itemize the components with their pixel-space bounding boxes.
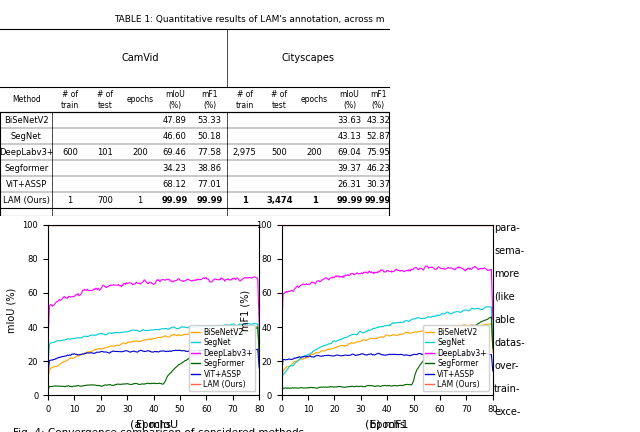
Legend: BiSeNetV2, SegNet, DeepLabv3+, SegFormer, ViT+ASSP, LAM (Ours): BiSeNetV2, SegNet, DeepLabv3+, SegFormer… <box>189 325 255 391</box>
Text: Cityscapes: Cityscapes <box>282 54 335 64</box>
Text: # of
test: # of test <box>271 90 287 110</box>
Text: 700: 700 <box>97 196 113 204</box>
Text: 500: 500 <box>271 148 287 157</box>
Text: 68.12: 68.12 <box>163 180 187 189</box>
Text: epochs: epochs <box>126 95 154 105</box>
Text: 99.99: 99.99 <box>365 196 391 204</box>
Text: 99.99: 99.99 <box>336 196 363 204</box>
Text: more: more <box>494 269 519 279</box>
Text: able: able <box>494 314 515 325</box>
Text: 53.33: 53.33 <box>198 116 221 125</box>
Text: epochs: epochs <box>301 95 328 105</box>
Text: 46.23: 46.23 <box>366 164 390 173</box>
Text: (like: (like <box>494 292 515 302</box>
Text: LAM (Ours): LAM (Ours) <box>3 196 50 204</box>
Text: 43.13: 43.13 <box>337 132 362 141</box>
Text: mF1
(%): mF1 (%) <box>370 90 387 110</box>
Text: # of
train: # of train <box>236 90 253 110</box>
Text: ViT+ASSP: ViT+ASSP <box>6 180 47 189</box>
Text: over-: over- <box>494 361 518 371</box>
Text: 3,474: 3,474 <box>266 196 293 204</box>
X-axis label: Epochs: Epochs <box>370 419 404 429</box>
Text: 1: 1 <box>137 196 143 204</box>
Text: exce-: exce- <box>494 407 520 417</box>
Text: Fig. 4: Convergence comparison of considered methods.: Fig. 4: Convergence comparison of consid… <box>13 428 307 432</box>
Text: 75.95: 75.95 <box>366 148 390 157</box>
Text: 101: 101 <box>97 148 113 157</box>
Text: 52.87: 52.87 <box>366 132 390 141</box>
Text: 200: 200 <box>307 148 323 157</box>
Text: 69.04: 69.04 <box>337 148 362 157</box>
Text: 77.58: 77.58 <box>198 148 221 157</box>
Text: 600: 600 <box>62 148 78 157</box>
Text: 69.46: 69.46 <box>163 148 187 157</box>
Text: (b) mF1: (b) mF1 <box>365 419 409 430</box>
Text: (a) mIoU: (a) mIoU <box>129 419 178 430</box>
Text: DeepLabv3+: DeepLabv3+ <box>0 148 54 157</box>
Legend: BiSeNetV2, SegNet, DeepLabv3+, SegFormer, ViT+ASSP, LAM (Ours): BiSeNetV2, SegNet, DeepLabv3+, SegFormer… <box>422 325 489 391</box>
Text: 39.37: 39.37 <box>337 164 362 173</box>
Text: Segformer: Segformer <box>4 164 49 173</box>
Text: datas-: datas- <box>494 338 525 348</box>
Text: mIoU
(%): mIoU (%) <box>165 90 184 110</box>
Text: 50.18: 50.18 <box>198 132 221 141</box>
Text: 47.89: 47.89 <box>163 116 187 125</box>
Text: 1: 1 <box>312 196 317 204</box>
Text: 34.23: 34.23 <box>163 164 187 173</box>
Text: BiSeNetV2: BiSeNetV2 <box>4 116 49 125</box>
Text: 33.63: 33.63 <box>337 116 362 125</box>
Text: SegNet: SegNet <box>11 132 42 141</box>
Y-axis label: mIoU (%): mIoU (%) <box>7 287 17 333</box>
Y-axis label: mF1 (%): mF1 (%) <box>241 289 251 330</box>
Text: 30.37: 30.37 <box>366 180 390 189</box>
Text: mF1
(%): mF1 (%) <box>202 90 218 110</box>
Text: 2,975: 2,975 <box>233 148 257 157</box>
Text: mIoU
(%): mIoU (%) <box>340 90 359 110</box>
Text: 43.32: 43.32 <box>366 116 390 125</box>
Text: # of
test: # of test <box>97 90 113 110</box>
Text: train-: train- <box>494 384 520 394</box>
Text: 38.86: 38.86 <box>198 164 221 173</box>
Text: Method: Method <box>12 95 40 105</box>
Text: 26.31: 26.31 <box>337 180 362 189</box>
X-axis label: Epochs: Epochs <box>136 419 171 429</box>
Text: 99.99: 99.99 <box>196 196 223 204</box>
Text: 46.60: 46.60 <box>163 132 187 141</box>
Text: TABLE 1: Quantitative results of LAM's annotation, across m: TABLE 1: Quantitative results of LAM's a… <box>115 15 385 24</box>
Text: sema-: sema- <box>494 245 524 256</box>
Text: 77.01: 77.01 <box>198 180 221 189</box>
Text: # of
train: # of train <box>61 90 79 110</box>
Text: CamVid: CamVid <box>121 54 159 64</box>
Text: 99.99: 99.99 <box>161 196 188 204</box>
Text: para-: para- <box>494 222 520 232</box>
Text: 1: 1 <box>67 196 72 204</box>
Text: 200: 200 <box>132 148 148 157</box>
Text: 1: 1 <box>242 196 248 204</box>
